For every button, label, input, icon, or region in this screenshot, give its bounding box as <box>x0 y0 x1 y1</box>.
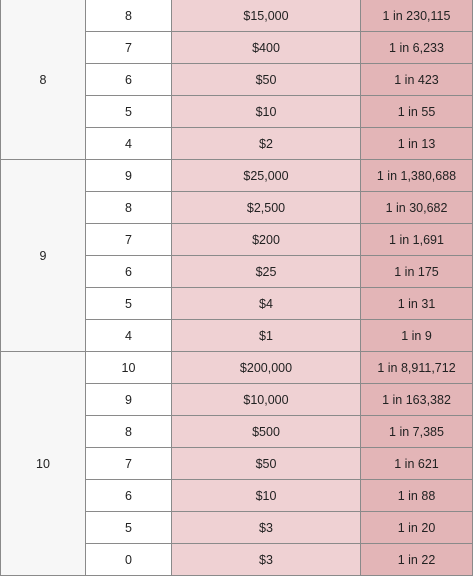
match-cell: 10 <box>85 351 172 384</box>
odds-cell: 1 in 1,691 <box>360 223 473 256</box>
prize-cell: $1 <box>171 319 361 352</box>
table-row: 7 $50 1 in 621 <box>1 447 473 480</box>
prize-cell: $10 <box>171 479 361 512</box>
prize-cell: $200,000 <box>171 351 361 384</box>
prize-cell: $4 <box>171 287 361 320</box>
spots-cell: 9 <box>0 159 86 352</box>
prize-cell: $400 <box>171 31 361 64</box>
table-row: 9 $10,000 1 in 163,382 <box>1 383 473 416</box>
table-row: 5 $10 1 in 55 <box>1 95 473 128</box>
odds-cell: 1 in 88 <box>360 479 473 512</box>
table-row: 7 $200 1 in 1,691 <box>1 223 473 256</box>
match-cell: 8 <box>85 191 172 224</box>
match-cell: 5 <box>85 95 172 128</box>
odds-cell: 1 in 423 <box>360 63 473 96</box>
odds-cell: 1 in 163,382 <box>360 383 473 416</box>
table-row: 4 $2 1 in 13 <box>1 127 473 160</box>
table-row: 10 10 $200,000 1 in 8,911,712 <box>0 351 473 576</box>
spots-cell: 10 <box>0 351 86 576</box>
spots-cell: 8 <box>0 0 86 160</box>
match-cell: 5 <box>85 287 172 320</box>
prize-cell: $10 <box>171 95 361 128</box>
odds-cell: 1 in 22 <box>360 543 473 576</box>
odds-cell: 1 in 20 <box>360 511 473 544</box>
odds-cell: 1 in 55 <box>360 95 473 128</box>
odds-cell: 1 in 7,385 <box>360 415 473 448</box>
table-row: 0 $3 1 in 22 <box>1 543 473 576</box>
match-cell: 7 <box>85 223 172 256</box>
prize-cell: $200 <box>171 223 361 256</box>
table-row: 6 $50 1 in 423 <box>1 63 473 96</box>
table-row: 9 9 $25,000 1 in 1,380,688 <box>0 159 473 352</box>
prize-cell: $10,000 <box>171 383 361 416</box>
odds-cell: 1 in 13 <box>360 127 473 160</box>
match-cell: 4 <box>85 319 172 352</box>
match-cell: 8 <box>85 0 172 32</box>
odds-cell: 1 in 8,911,712 <box>360 351 473 384</box>
match-cell: 9 <box>85 159 172 192</box>
odds-cell: 1 in 30,682 <box>360 191 473 224</box>
match-cell: 7 <box>85 447 172 480</box>
prize-cell: $2,500 <box>171 191 361 224</box>
prize-cell: $2 <box>171 127 361 160</box>
prize-cell: $50 <box>171 447 361 480</box>
table-row: 5 $4 1 in 31 <box>1 287 473 320</box>
match-cell: 7 <box>85 31 172 64</box>
odds-cell: 1 in 31 <box>360 287 473 320</box>
odds-cell: 1 in 6,233 <box>360 31 473 64</box>
odds-cell: 1 in 230,115 <box>360 0 473 32</box>
table-row: 6 $25 1 in 175 <box>1 255 473 288</box>
prize-cell: $500 <box>171 415 361 448</box>
odds-cell: 1 in 621 <box>360 447 473 480</box>
prize-cell: $3 <box>171 543 361 576</box>
prize-cell: $25,000 <box>171 159 361 192</box>
match-cell: 0 <box>85 543 172 576</box>
prize-cell: $3 <box>171 511 361 544</box>
odds-cell: 1 in 175 <box>360 255 473 288</box>
odds-cell: 1 in 1,380,688 <box>360 159 473 192</box>
match-cell: 9 <box>85 383 172 416</box>
match-cell: 4 <box>85 127 172 160</box>
prize-cell: $25 <box>171 255 361 288</box>
prize-cell: $50 <box>171 63 361 96</box>
odds-cell: 1 in 9 <box>360 319 473 352</box>
table-row: 8 8 $15,000 1 in 230,115 <box>0 0 473 160</box>
prize-cell: $15,000 <box>171 0 361 32</box>
match-cell: 6 <box>85 255 172 288</box>
table-row: 6 $10 1 in 88 <box>1 479 473 512</box>
match-cell: 8 <box>85 415 172 448</box>
table-row: 8 $500 1 in 7,385 <box>1 415 473 448</box>
match-cell: 6 <box>85 63 172 96</box>
match-cell: 6 <box>85 479 172 512</box>
table-row: 7 $400 1 in 6,233 <box>1 31 473 64</box>
match-cell: 5 <box>85 511 172 544</box>
